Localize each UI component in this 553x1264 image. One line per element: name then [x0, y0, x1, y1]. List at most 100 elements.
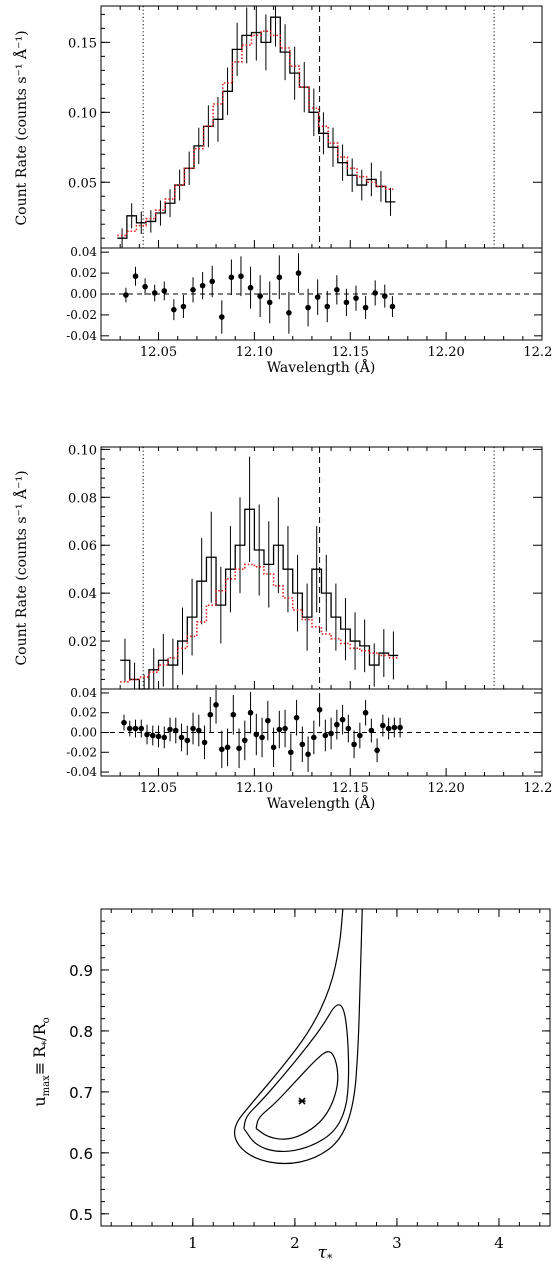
- residual-top-point: [276, 274, 283, 281]
- residual-bottom-point: [253, 731, 260, 738]
- residual-bottom-point: [270, 744, 277, 751]
- spectrum-bottom-ytick-label: 0.02: [68, 635, 97, 650]
- residual-bottom-point: [288, 749, 294, 756]
- residual-top-point: [151, 290, 158, 296]
- residual-bottom-point: [357, 732, 363, 739]
- residual-bottom-point: [305, 751, 311, 758]
- contour-ytick-label: 0.7: [69, 1084, 93, 1102]
- residual-bottom-point: [149, 732, 156, 739]
- contour-panel: [100, 908, 551, 1227]
- residual-bottom-xtick-label: 12.20: [428, 781, 465, 796]
- residual-bottom-ytick-label: 0.02: [70, 706, 97, 720]
- residual-bottom-xtick-label: 12.15: [332, 781, 369, 796]
- residual-bottom-point: [224, 744, 231, 751]
- residual-top-point: [257, 293, 263, 299]
- residual-bottom-point: [282, 725, 288, 732]
- contour-inner: [255, 1051, 339, 1140]
- residual-bottom-ytick-label: -0.04: [66, 765, 97, 779]
- residual-bottom-point: [316, 706, 323, 713]
- residual-bottom-ytick-label: 0.00: [70, 726, 97, 740]
- contour-ylabel: umax≡R*/Ro: [30, 1017, 52, 1106]
- residual-top-point: [314, 294, 321, 300]
- residual-top-point: [324, 303, 331, 310]
- residual-top-point: [132, 273, 139, 280]
- residual-bottom-xtick-label: 12.10: [236, 781, 273, 796]
- residual-bottom-point: [207, 711, 214, 718]
- residual-bottom-point: [242, 737, 248, 744]
- residual-top-point: [247, 284, 254, 291]
- spectrum-top-ytick-label: 0.10: [68, 106, 97, 121]
- residual-bottom-point: [322, 732, 329, 739]
- residual-bottom-point: [311, 734, 317, 741]
- residual-bottom-point: [328, 730, 334, 737]
- contour-ytick-label: 0.9: [69, 962, 93, 980]
- residual-bottom-point: [374, 747, 380, 754]
- residual-bottom-xtick-label: 12.05: [140, 781, 177, 796]
- contour-xtick-label: 1: [188, 1234, 198, 1252]
- residual-top-point: [199, 282, 206, 289]
- residual-bottom-point: [184, 737, 191, 744]
- residual-top-ytick-label: -0.02: [66, 308, 97, 322]
- residual-bottom-point: [236, 745, 242, 752]
- residual-bottom-xlabel: Wavelength (Å): [267, 794, 376, 812]
- residual-top-point: [362, 304, 369, 311]
- residual-top-point: [180, 303, 187, 310]
- residual-top-point: [389, 303, 396, 310]
- residual-top-ytick-label: 0.00: [70, 287, 97, 301]
- residual-top-point: [305, 304, 311, 311]
- spectrum-top-model: [117, 30, 396, 237]
- residual-bottom-point: [126, 725, 133, 732]
- residual-top-point: [372, 290, 378, 296]
- residual-bottom-point: [351, 741, 357, 748]
- residual-bottom-point: [190, 725, 196, 732]
- residual-bottom-point: [259, 734, 265, 741]
- residual-top-xtick-label: 12.05: [140, 345, 177, 360]
- contour-xtick-label: 3: [392, 1234, 402, 1252]
- spectrum-bottom-panel: [100, 446, 543, 690]
- residual-bottom-point: [299, 741, 306, 748]
- residual-top-xtick-label: 12.15: [332, 345, 369, 360]
- residual-bottom-point: [144, 731, 150, 738]
- contour-xlabel-sub: *: [327, 1252, 333, 1264]
- spectrum-bottom-ytick-label: 0.08: [68, 491, 97, 506]
- residual-bottom-point: [172, 727, 179, 734]
- contour-xlabel-tau: τ: [318, 1243, 328, 1263]
- residual-top-xtick-label: 12.10: [236, 345, 273, 360]
- spectrum-top-ytick-label: 0.15: [68, 36, 97, 51]
- contour-outer: [233, 908, 363, 1165]
- residual-top-point: [343, 299, 350, 306]
- residual-top-point: [266, 299, 273, 306]
- residual-bottom-point: [339, 716, 346, 723]
- contour-xtick-label: 4: [494, 1234, 504, 1252]
- residual-top-point: [334, 287, 340, 293]
- residual-bottom-point: [385, 725, 392, 732]
- residual-top-point: [142, 283, 148, 290]
- residual-bottom-point: [121, 719, 127, 726]
- spectrum-bottom-ylabel: Count Rate (counts s⁻¹ Å⁻¹): [12, 470, 30, 665]
- residual-top-xtick-label: 12.20: [428, 345, 465, 360]
- contour-ytick-label: 0.6: [69, 1145, 93, 1163]
- residual-top-point: [123, 292, 129, 298]
- contour-middle: [243, 1004, 350, 1153]
- residual-top-point: [238, 273, 244, 280]
- residual-top-point: [295, 270, 302, 276]
- residual-bottom-point: [230, 711, 237, 718]
- residual-bottom-point: [293, 714, 300, 721]
- residual-bottom-point: [167, 726, 173, 733]
- residual-top-point: [190, 287, 196, 293]
- residual-top-point: [161, 288, 168, 294]
- residual-top-ytick-label: 0.02: [70, 266, 97, 280]
- spectrum-bottom-ytick-label: 0.04: [68, 587, 97, 602]
- residual-top-point: [228, 274, 235, 281]
- residual-top-point: [171, 306, 177, 313]
- residual-top-ytick-label: 0.04: [70, 245, 97, 259]
- residual-bottom-point: [218, 746, 225, 753]
- spectrum-top-ytick-label: 0.05: [68, 176, 97, 191]
- residual-bottom-point: [132, 725, 139, 732]
- residual-top-ytick-label: -0.04: [66, 329, 97, 343]
- residual-bottom-point: [195, 727, 202, 734]
- residual-top-xlabel: Wavelength (Å): [267, 358, 376, 376]
- residual-bottom-point: [334, 721, 340, 728]
- residual-top-point: [209, 278, 216, 285]
